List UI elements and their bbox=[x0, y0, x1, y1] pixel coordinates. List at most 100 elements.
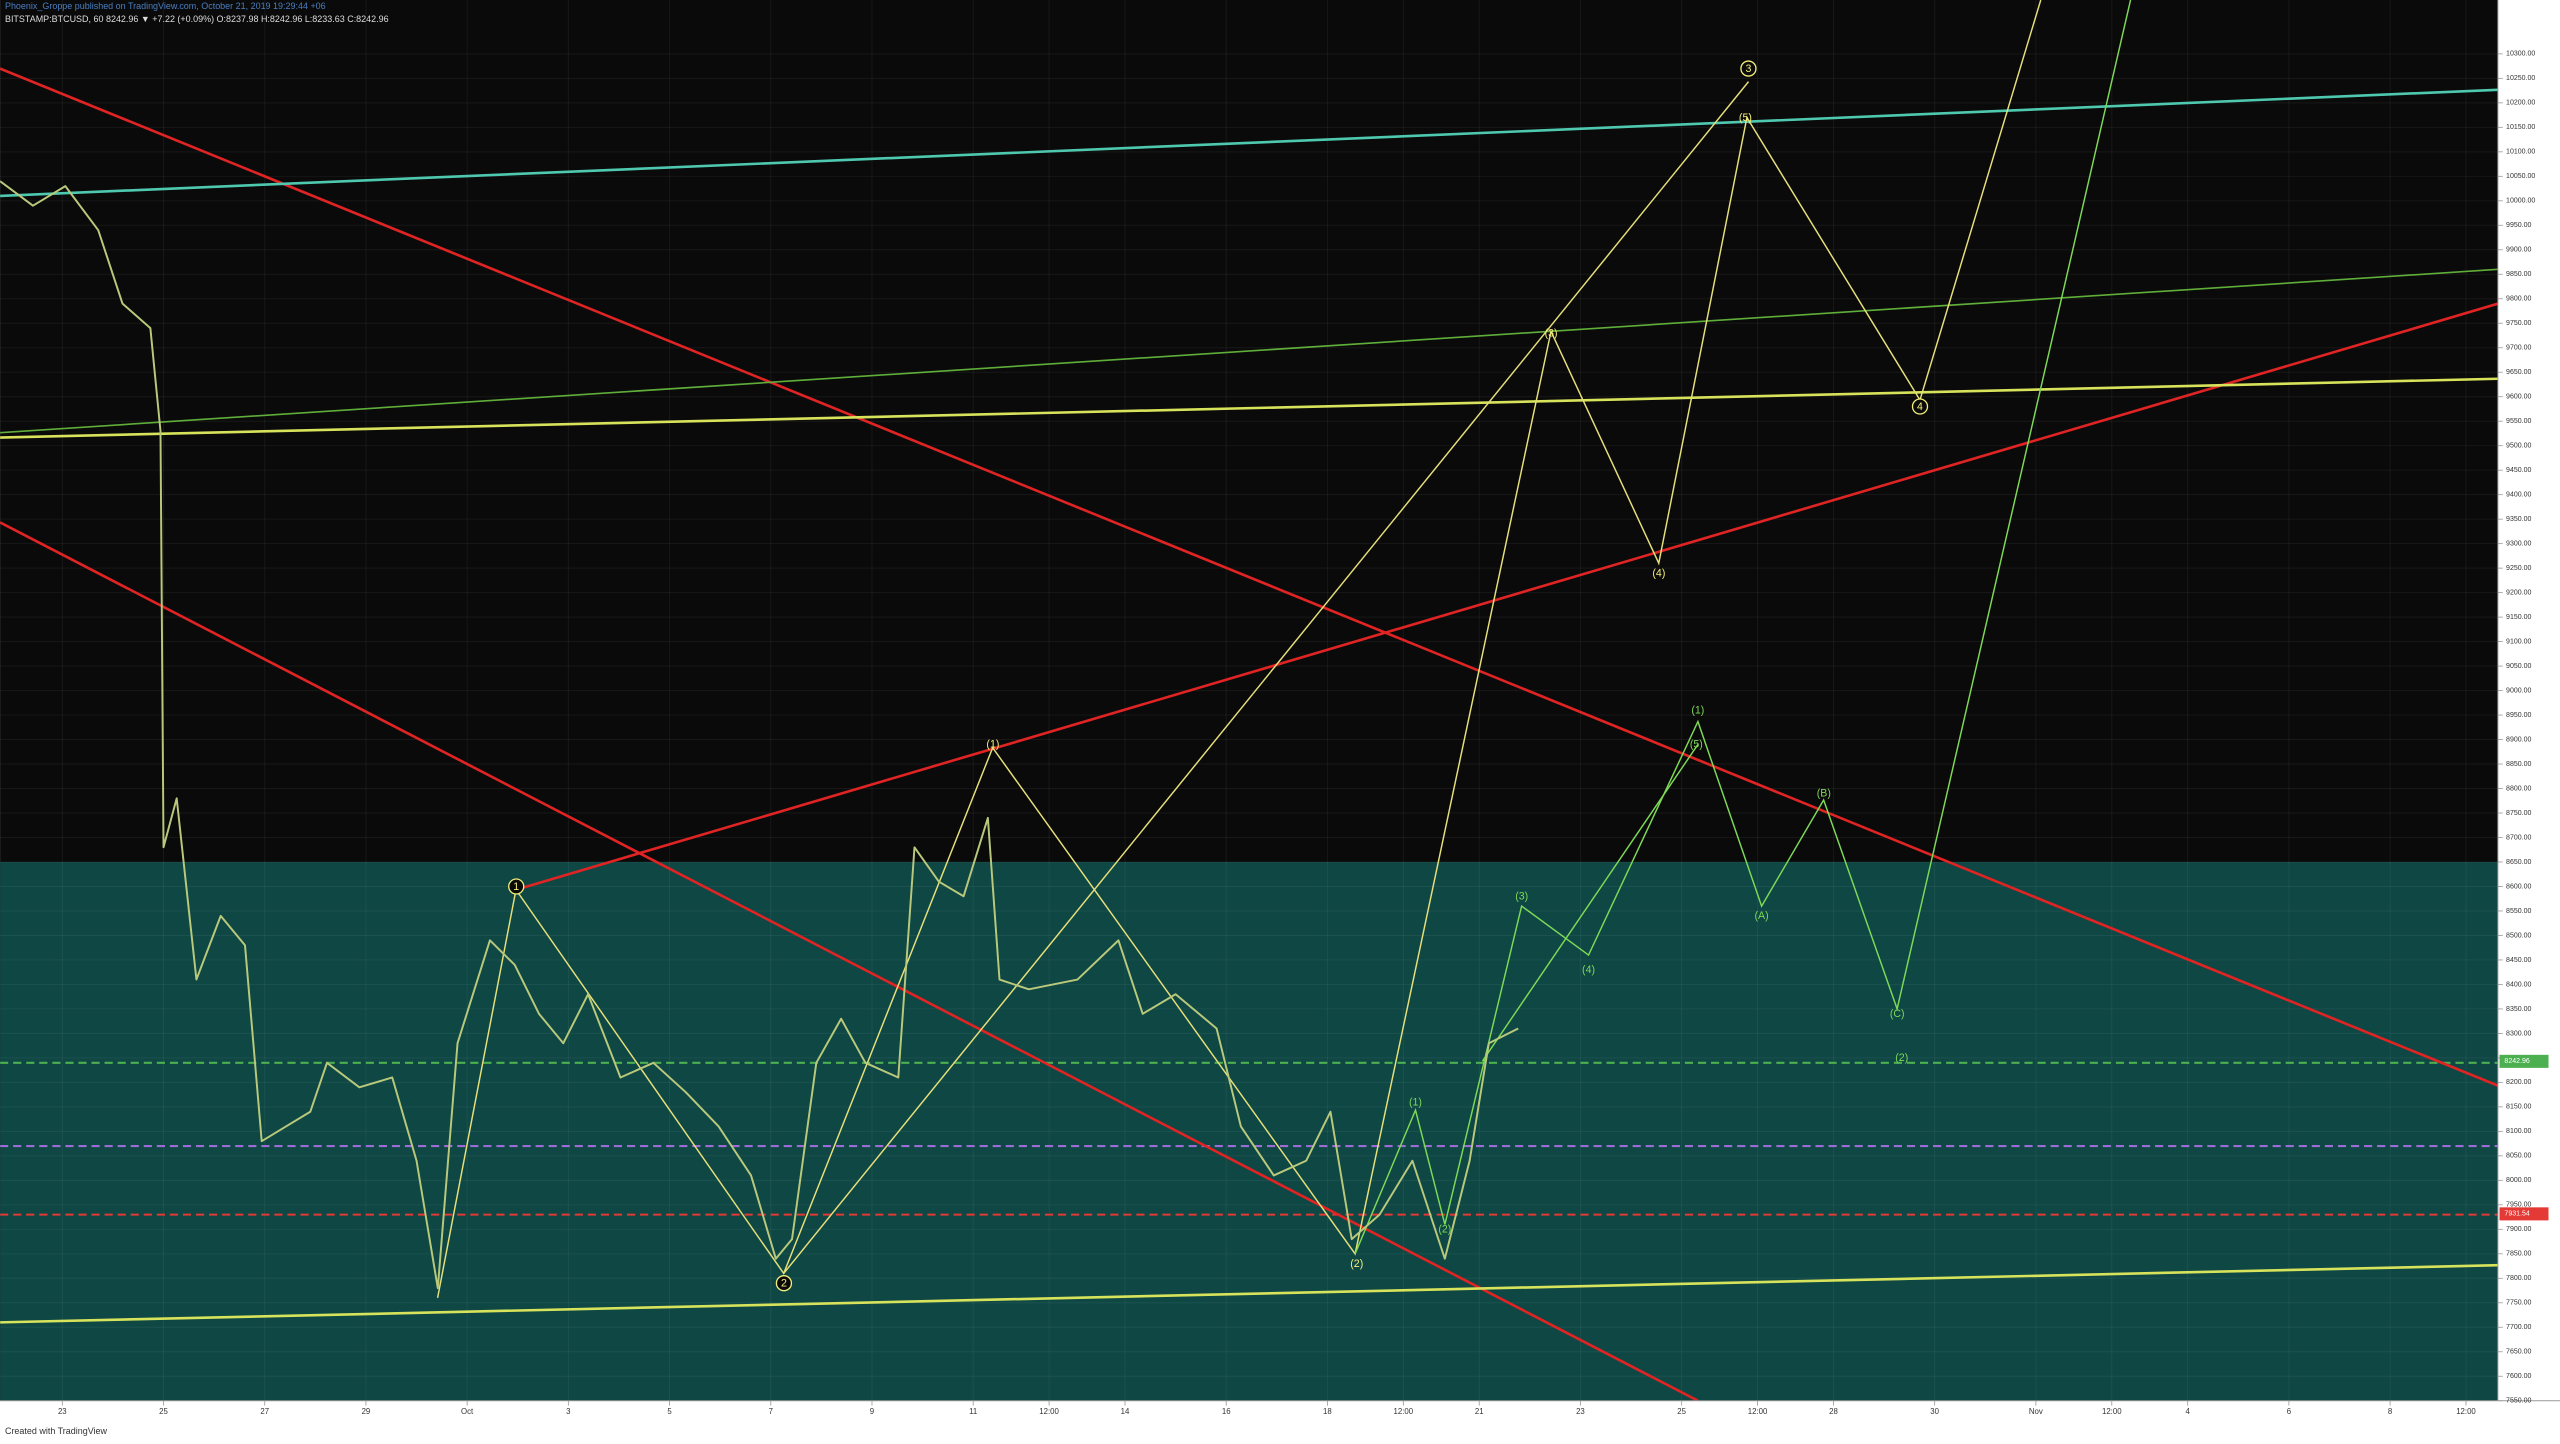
x-tick-label: 25 bbox=[1677, 1407, 1686, 1416]
y-tick-label: 10100.00 bbox=[2506, 149, 2535, 156]
zone bbox=[0, 861, 2498, 1401]
x-tick-label: 16 bbox=[1222, 1407, 1231, 1416]
trendline bbox=[0, 67, 2498, 1087]
x-tick-label: 7 bbox=[769, 1407, 773, 1416]
y-tick-label: 7550.00 bbox=[2506, 1398, 2531, 1405]
y-tick-label: 7900.00 bbox=[2506, 1226, 2531, 1233]
y-tick-label: 8700.00 bbox=[2506, 834, 2531, 841]
x-tick-label: 14 bbox=[1121, 1407, 1130, 1416]
y-tick-label: 10150.00 bbox=[2506, 124, 2535, 131]
y-tick-label: 9150.00 bbox=[2506, 614, 2531, 621]
y-tick-label: 8750.00 bbox=[2506, 810, 2531, 817]
wave-label: (5) bbox=[1739, 112, 1752, 124]
footer: Created with TradingView bbox=[5, 1426, 108, 1436]
wave-label: (1) bbox=[986, 739, 999, 751]
y-tick-label: 8550.00 bbox=[2506, 908, 2531, 915]
y-tick-label: 8300.00 bbox=[2506, 1030, 2531, 1037]
y-tick-label: 9050.00 bbox=[2506, 663, 2531, 670]
trendline bbox=[515, 302, 2498, 891]
wave-label: (2) bbox=[1350, 1258, 1363, 1270]
y-tick-label: 9100.00 bbox=[2506, 638, 2531, 645]
y-tick-label: 9750.00 bbox=[2506, 320, 2531, 327]
price-tag-label: 8242.96 bbox=[2504, 1058, 2529, 1065]
y-tick-label: 7700.00 bbox=[2506, 1324, 2531, 1331]
wave-label: (1) bbox=[1691, 704, 1704, 716]
y-tick-label: 8850.00 bbox=[2506, 761, 2531, 768]
y-tick-label: 10300.00 bbox=[2506, 51, 2535, 58]
x-tick-label: 12:00 bbox=[2456, 1407, 2476, 1416]
x-tick-label: Nov bbox=[2029, 1407, 2043, 1416]
x-tick-label: 30 bbox=[1930, 1407, 1939, 1416]
x-tick-label: 12:00 bbox=[2102, 1407, 2122, 1416]
y-tick-label: 7750.00 bbox=[2506, 1300, 2531, 1307]
wave-label: (2) bbox=[1438, 1224, 1451, 1236]
price-layer bbox=[0, 180, 1519, 1290]
grid-layer bbox=[0, 0, 2498, 1401]
y-tick-label: 9700.00 bbox=[2506, 345, 2531, 352]
y-tick-label: 8350.00 bbox=[2506, 1006, 2531, 1013]
y-tick-label: 9200.00 bbox=[2506, 589, 2531, 596]
wave-circle bbox=[1911, 398, 1929, 415]
x-tick-label: 23 bbox=[58, 1407, 67, 1416]
y-tick-label: 9900.00 bbox=[2506, 247, 2531, 254]
y-tick-label: 8400.00 bbox=[2506, 981, 2531, 988]
y-tick-label: 7800.00 bbox=[2506, 1275, 2531, 1282]
y-tick-label: 10200.00 bbox=[2506, 100, 2535, 107]
wave-circle bbox=[775, 1275, 793, 1292]
y-tick-label: 7650.00 bbox=[2506, 1349, 2531, 1356]
y-tick-label: 9950.00 bbox=[2506, 222, 2531, 229]
y-tick-label: 8150.00 bbox=[2506, 1104, 2531, 1111]
wave-label: (4) bbox=[1652, 567, 1665, 579]
y-tick-label: 9500.00 bbox=[2506, 443, 2531, 450]
wave-label: (A) bbox=[1755, 910, 1769, 922]
y-tick-label: 9800.00 bbox=[2506, 296, 2531, 303]
wave-circle bbox=[508, 878, 525, 895]
y-tick-label: 9000.00 bbox=[2506, 687, 2531, 694]
y-tick-label: 7950.00 bbox=[2506, 1202, 2531, 1209]
y-tick-label: 9550.00 bbox=[2506, 418, 2531, 425]
price-line bbox=[0, 180, 1519, 1290]
x-tick-label: 3 bbox=[566, 1407, 571, 1416]
y-tick-label: 9350.00 bbox=[2506, 516, 2531, 523]
hline-layer bbox=[0, 1061, 2498, 1216]
y-tick-label: 9450.00 bbox=[2506, 467, 2531, 474]
wave-path bbox=[436, 0, 2042, 1299]
x-tick-label: 9 bbox=[870, 1407, 874, 1416]
x-tick-label: 8 bbox=[2388, 1407, 2393, 1416]
wave-label: (4) bbox=[1582, 964, 1595, 976]
x-tick-label: 21 bbox=[1475, 1407, 1484, 1416]
wave-label: 1 bbox=[513, 881, 519, 893]
y-tick-label: 8100.00 bbox=[2506, 1128, 2531, 1135]
x-tick-label: 28 bbox=[1829, 1407, 1838, 1416]
wave-label: (B) bbox=[1817, 788, 1831, 800]
y-tick-label: 9600.00 bbox=[2506, 394, 2531, 401]
wave-label: (1) bbox=[1409, 1096, 1422, 1108]
wave-label: (5) bbox=[1690, 739, 1703, 751]
trendline bbox=[0, 1263, 2498, 1324]
y-tick-label: 9300.00 bbox=[2506, 541, 2531, 548]
y-tick-label: 8650.00 bbox=[2506, 859, 2531, 866]
annotation-layer: 1 2 (1) 3 (5) (3) (4) 4 (1) (5) (B) (A) (3) (4) (C) (2)… bbox=[508, 60, 1929, 1292]
x-tick-label: 12:00 bbox=[1394, 1407, 1414, 1416]
wave-label: (C) bbox=[1890, 1008, 1905, 1020]
y-tick-label: 9650.00 bbox=[2506, 369, 2531, 376]
x-tick-label: 23 bbox=[1576, 1407, 1585, 1416]
y-tick-label: 8450.00 bbox=[2506, 957, 2531, 964]
y-tick-label: 10000.00 bbox=[2506, 198, 2535, 205]
x-tick-label: 12:00 bbox=[1039, 1407, 1059, 1416]
y-tick-label: 10250.00 bbox=[2506, 75, 2535, 82]
wave-label: 4 bbox=[1917, 401, 1923, 413]
wave-label: 2 bbox=[781, 1277, 787, 1289]
y-tick-label: 8900.00 bbox=[2506, 736, 2531, 743]
y-tick-label: 10050.00 bbox=[2506, 173, 2535, 180]
trendline bbox=[0, 88, 2498, 198]
wave-label: (2) bbox=[1895, 1052, 1908, 1064]
trendline bbox=[0, 268, 2498, 434]
publisher: Phoenix_Groppe published on TradingView.… bbox=[5, 1, 326, 11]
x-tick-label: 6 bbox=[2287, 1407, 2292, 1416]
y-tick-label: 8950.00 bbox=[2506, 712, 2531, 719]
wave-path bbox=[783, 81, 1750, 1274]
y-tick-label: 8800.00 bbox=[2506, 785, 2531, 792]
x-tick-label: 5 bbox=[667, 1407, 672, 1416]
